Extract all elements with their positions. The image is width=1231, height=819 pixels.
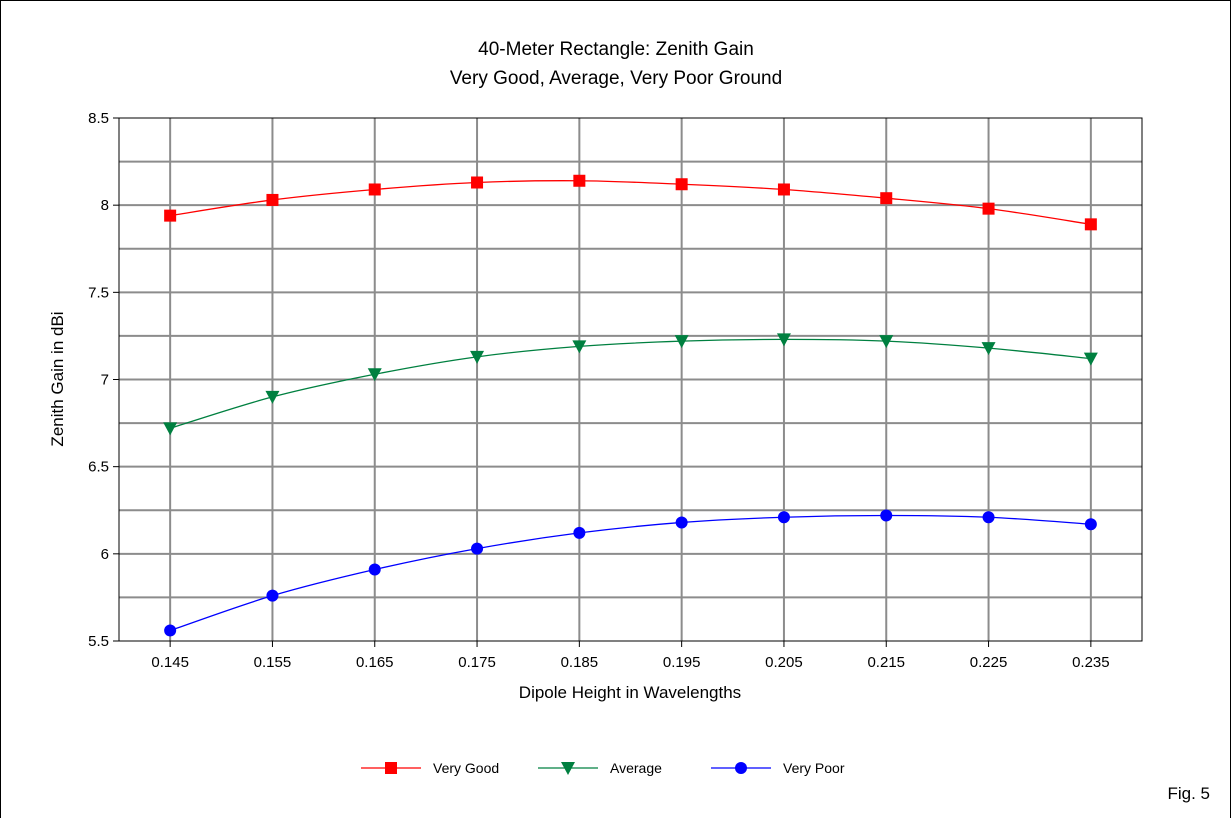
series-line-very-good [170,180,1091,225]
series-line-average [169,338,1091,429]
legend-swatch-marker [735,762,747,774]
series-very-poor [164,509,1097,637]
data-point-very-poor [880,509,893,522]
data-point-very-poor [982,511,995,524]
y-tick-label: 5.5 [88,633,109,650]
data-point-average [367,368,382,382]
data-point-very-good [164,209,177,222]
x-tick-label: 0.185 [561,654,599,671]
x-tick-label: 0.235 [1072,654,1110,671]
y-tick-label: 7 [101,372,109,389]
data-point-very-poor [164,624,177,637]
legend-label: Average [610,760,662,776]
data-point-average [265,390,280,404]
x-tick-label: 0.205 [765,654,803,671]
legend-item-average: Average [538,760,662,776]
legend-label: Very Poor [783,760,845,776]
data-point-very-good [368,183,381,196]
chart-title: 40-Meter Rectangle: Zenith Gain [478,39,754,60]
data-point-very-poor [1084,518,1097,531]
data-point-very-good [777,183,790,196]
x-tick-label: 0.155 [254,654,292,671]
series-layer [163,174,1098,637]
legend: Very Good Average Very Poor [361,760,845,776]
x-tick-label: 0.175 [458,654,496,671]
y-tick-label: 6 [101,546,109,563]
data-point-average [1083,352,1098,366]
data-point-average [879,335,894,349]
x-axis-title: Dipole Height in Wavelengths [519,683,741,702]
data-point-very-good [573,174,586,187]
x-tick-label: 0.145 [151,654,189,671]
data-point-very-poor [266,589,279,602]
series-line-very-poor [169,514,1091,632]
data-point-very-poor [777,511,790,524]
data-point-average [981,342,996,356]
y-tick-label: 6.5 [88,459,109,476]
y-tick-label: 8.5 [88,110,109,127]
legend-item-very-good: Very Good [361,760,499,776]
data-point-very-good [982,202,995,215]
data-point-very-poor [675,516,688,529]
x-tick-label: 0.195 [663,654,701,671]
data-point-average [776,333,791,347]
figure-label: Fig. 5 [1167,784,1210,803]
legend-swatch-marker [561,762,575,775]
x-tick-label: 0.165 [356,654,394,671]
data-point-very-good [1084,218,1097,231]
data-point-average [470,350,485,364]
data-point-very-good [880,192,893,205]
data-point-average [572,340,587,354]
data-point-average [163,422,178,436]
data-point-very-poor [471,542,484,555]
x-tick-labels: 0.145 0.155 0.165 0.175 0.185 0.195 0.205 0.215… [151,641,1110,671]
y-axis-title: Zenith Gain in dBi [48,311,67,446]
data-point-very-good [675,178,688,191]
data-point-very-poor [573,526,586,539]
legend-label: Very Good [433,760,499,776]
y-tick-label: 7.5 [88,284,109,301]
series-average [163,333,1098,436]
legend-item-very-poor: Very Poor [711,760,845,776]
legend-swatch-marker [385,762,397,774]
chart-subtitle: Very Good, Average, Very Poor Ground [450,68,782,89]
y-tick-label: 8 [101,197,109,214]
data-point-very-good [266,193,279,206]
y-tick-labels: 5.5 6 6.5 7 7.5 8 8.5 [88,110,119,650]
x-tick-label: 0.215 [867,654,905,671]
x-tick-label: 0.225 [970,654,1008,671]
data-point-very-good [471,176,484,189]
data-point-average [674,335,689,349]
data-point-very-poor [368,563,381,576]
series-very-good [164,174,1097,231]
